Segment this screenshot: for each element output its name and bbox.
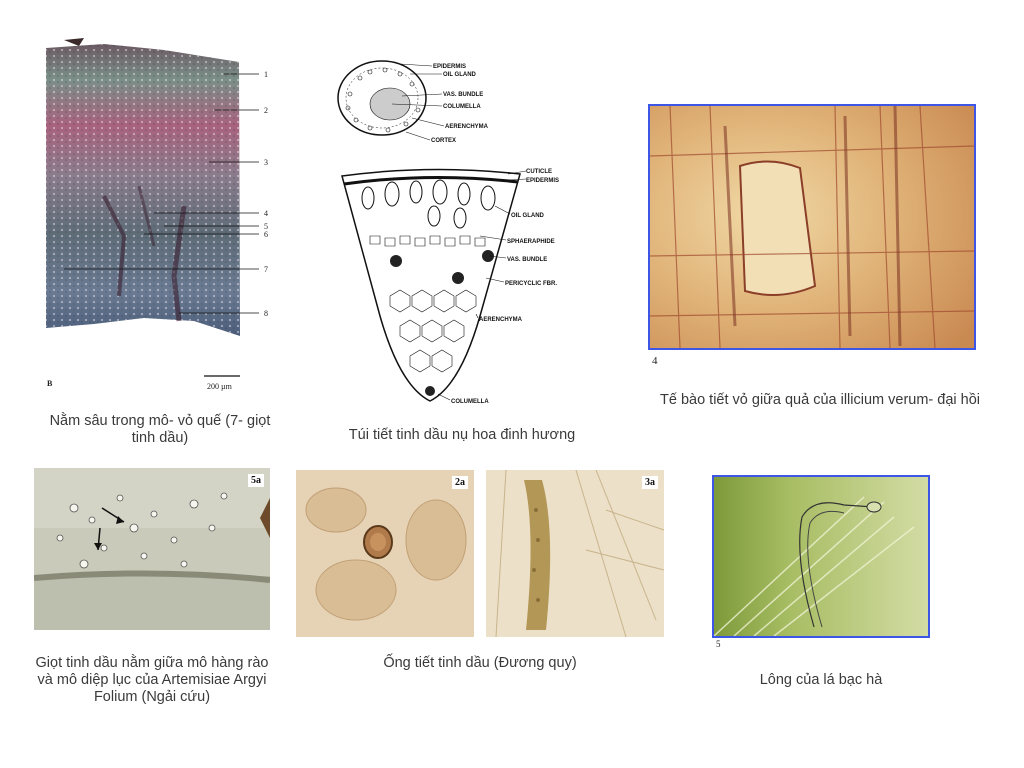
callout-2: 2	[264, 106, 268, 115]
callout-numbers: 1 2 3 4 5 6 7 8	[264, 70, 268, 318]
tag-5a: 5a	[248, 474, 264, 487]
angelica-micrograph-3a	[486, 470, 664, 637]
svg-text:AERENCHYMA: AERENCHYMA	[479, 317, 523, 323]
panel-number-5: 5	[716, 639, 721, 649]
tag-2a: 2a	[452, 476, 468, 489]
figure-clove: EPIDERMIS OIL GLAND VAS. BUNDLE COLUMELL…	[330, 56, 570, 416]
svg-text:EPIDERMIS: EPIDERMIS	[526, 178, 559, 184]
figure-mint	[712, 475, 930, 638]
caption-artemisia: Giọt tinh dầu nằm giữa mô hàng rào và mô…	[35, 655, 269, 705]
svg-text:VAS. BUNDLE: VAS. BUNDLE	[507, 257, 547, 263]
svg-text:PERICYCLIC FBR.: PERICYCLIC FBR.	[505, 281, 557, 287]
clove-diagram: EPIDERMIS OIL GLAND VAS. BUNDLE COLUMELL…	[337, 60, 559, 405]
callout-6: 6	[264, 230, 268, 239]
svg-text:AERENCHYMA: AERENCHYMA	[445, 124, 489, 130]
caption-mint: Lông của lá bạc hà	[759, 672, 883, 688]
caption-star-anise: Tế bào tiết vỏ giữa quả của illicium ver…	[660, 392, 980, 408]
cinnamon-micrograph: 1 2 3 4 5 6 7 8 B 200 µm	[46, 38, 268, 391]
svg-text:CUTICLE: CUTICLE	[526, 169, 552, 175]
svg-text:SPHAERAPHIDE: SPHAERAPHIDE	[507, 239, 555, 245]
figure-star-anise	[648, 104, 976, 350]
figure-angelica-2a: 2a	[296, 470, 474, 637]
scale-bar-label: 200 µm	[207, 382, 233, 391]
caption-cinnamon: Nằm sâu trong mô- vỏ quế (7- giọt tinh d…	[49, 413, 271, 446]
svg-text:OIL GLAND: OIL GLAND	[511, 213, 545, 219]
figure-artemisia: 5a	[34, 468, 270, 630]
panel-number-4: 4	[652, 355, 658, 367]
artemisia-micrograph	[34, 468, 270, 630]
callout-7: 7	[264, 265, 268, 274]
star-anise-micrograph	[650, 106, 974, 348]
mint-micrograph	[714, 477, 928, 636]
svg-text:OIL GLAND: OIL GLAND	[443, 72, 477, 78]
svg-text:VAS. BUNDLE: VAS. BUNDLE	[443, 92, 483, 98]
callout-4: 4	[264, 209, 268, 218]
panel-letter: B	[47, 379, 53, 388]
svg-text:COLUMELLA: COLUMELLA	[443, 104, 481, 110]
caption-clove: Túi tiết tinh dầu nụ hoa đinh hương	[348, 427, 576, 443]
tag-3a: 3a	[642, 476, 658, 489]
callout-8: 8	[264, 309, 268, 318]
figure-angelica-3a: 3a	[486, 470, 664, 637]
svg-text:COLUMELLA: COLUMELLA	[451, 399, 489, 405]
caption-angelica: Ống tiết tinh dầu (Đương quy)	[383, 655, 577, 671]
figure-cinnamon: 1 2 3 4 5 6 7 8 B 200 µm	[44, 36, 284, 396]
callout-1: 1	[264, 70, 268, 79]
svg-text:EPIDERMIS: EPIDERMIS	[433, 64, 466, 70]
callout-3: 3	[264, 158, 268, 167]
angelica-micrograph-2a	[296, 470, 474, 637]
callout-5: 5	[264, 222, 268, 231]
svg-text:CORTEX: CORTEX	[431, 138, 456, 144]
